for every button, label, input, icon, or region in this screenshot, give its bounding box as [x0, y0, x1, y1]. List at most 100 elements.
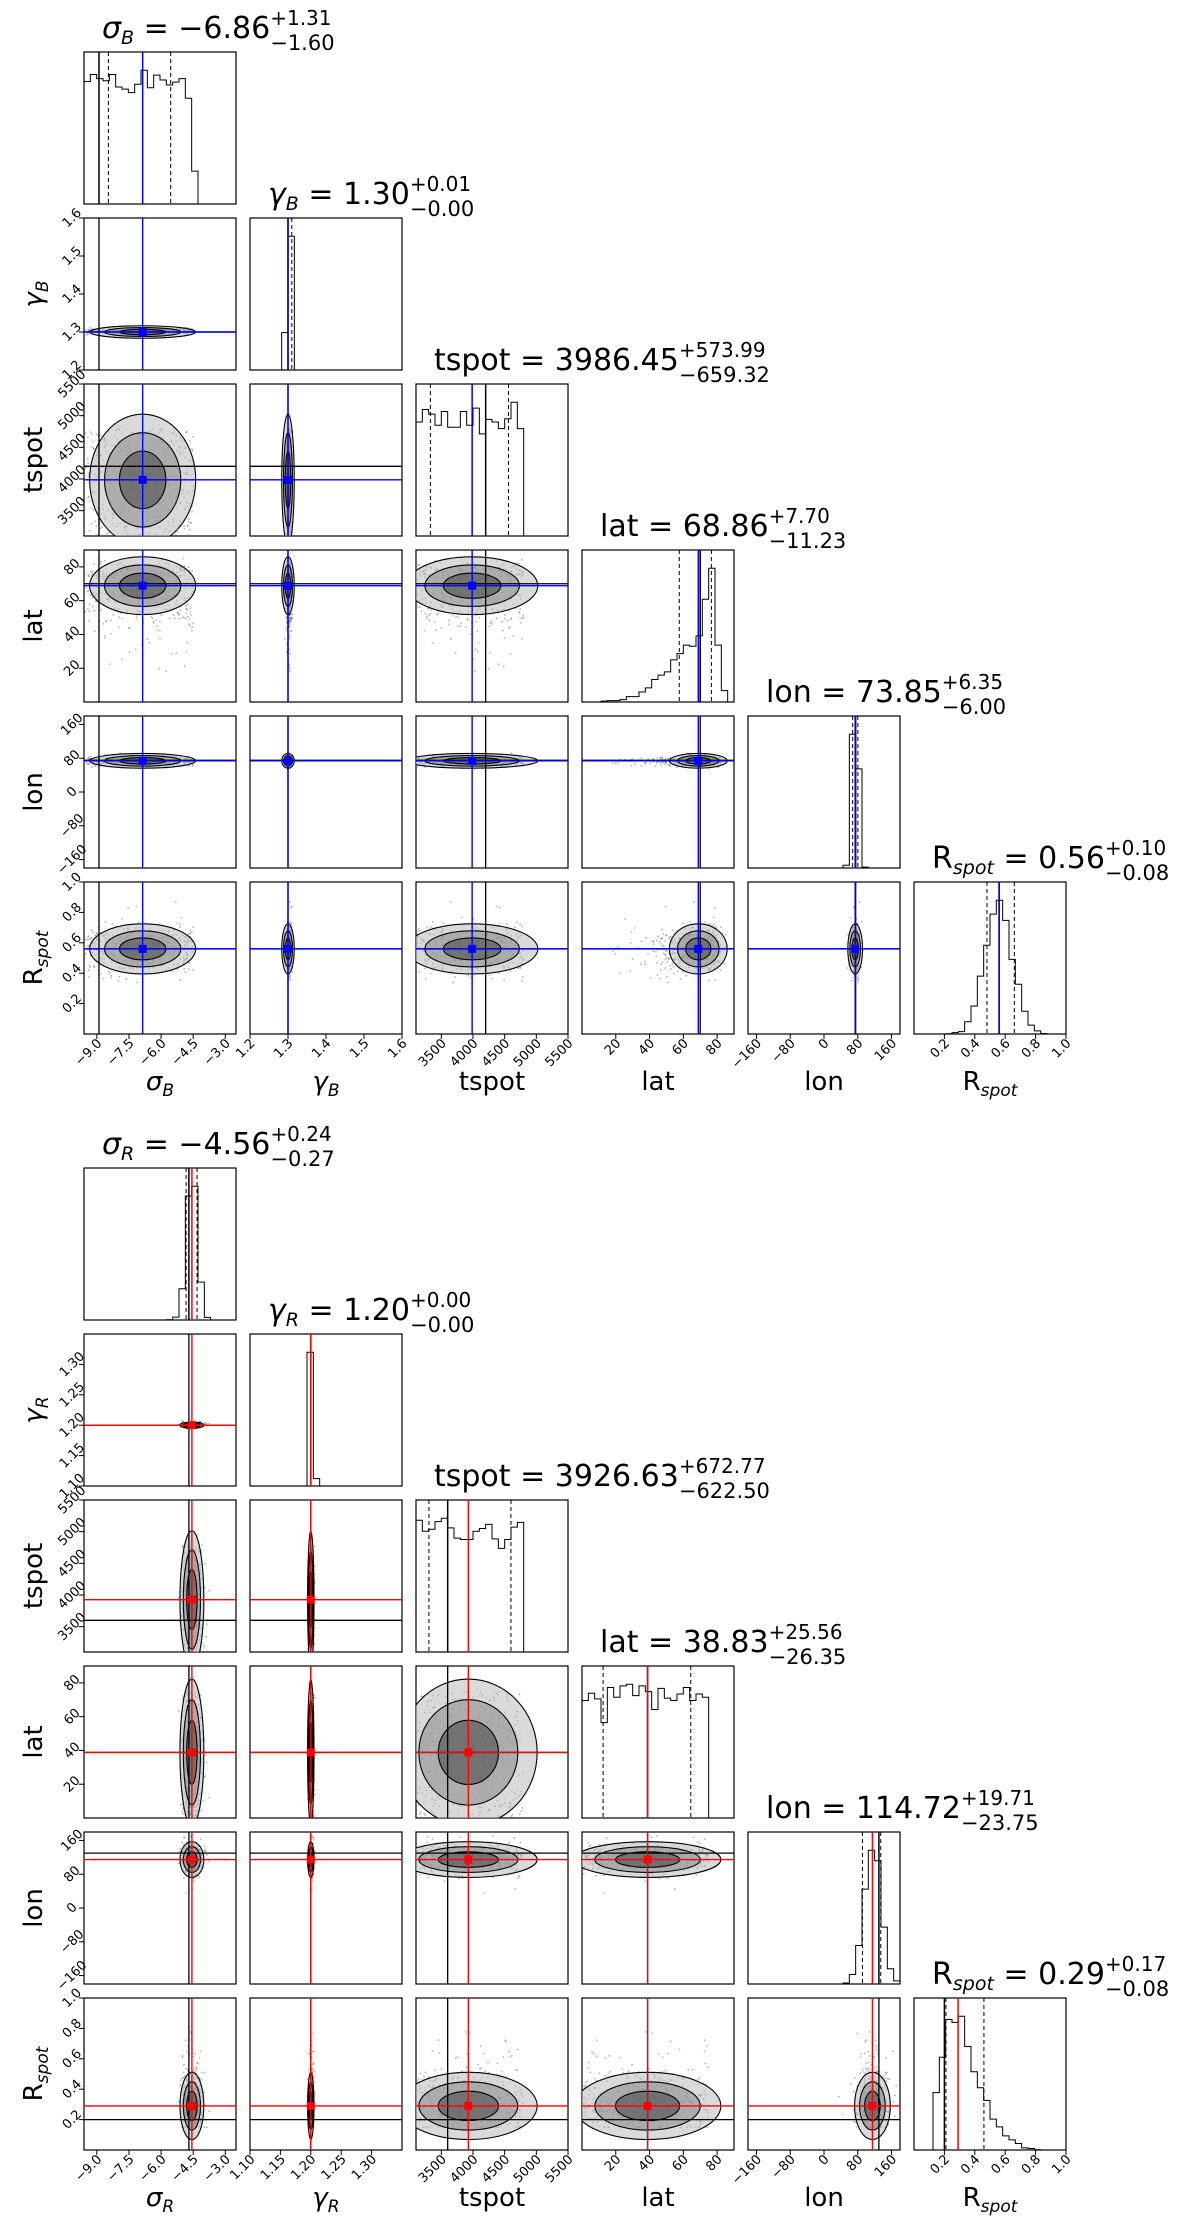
sample-point: [187, 616, 189, 618]
y-tick-label: 80: [61, 556, 83, 578]
sample-point: [187, 603, 189, 605]
sample-point: [87, 437, 89, 439]
y-axis-label: lon: [19, 772, 49, 812]
sample-point: [668, 764, 670, 766]
sample-point: [136, 615, 138, 617]
sample-point: [91, 597, 93, 599]
sample-point: [188, 518, 190, 520]
x-axis-label: σB: [146, 1067, 174, 1101]
sample-point: [110, 977, 112, 979]
sample-point: [184, 665, 186, 667]
sample-point: [417, 930, 419, 932]
sample-point: [84, 925, 86, 927]
sample-point: [180, 979, 182, 981]
sample-point: [496, 617, 498, 619]
sample-point: [87, 608, 89, 610]
sample-point: [664, 763, 666, 765]
median-marker: [284, 476, 292, 484]
sample-point: [183, 525, 185, 527]
sample-point: [640, 757, 642, 759]
sample-point: [467, 619, 469, 621]
sample-point: [174, 617, 176, 619]
sample-point: [519, 618, 521, 620]
y-tick-label: 1.4: [60, 282, 85, 307]
y-tick-label: 160: [58, 711, 86, 739]
sample-point: [507, 620, 509, 622]
sample-point: [519, 923, 521, 925]
sample-point: [192, 969, 194, 971]
sample-point: [89, 530, 91, 532]
sample-point: [95, 765, 97, 767]
panel-frame: [416, 384, 568, 536]
sample-point: [110, 619, 112, 621]
sample-point: [87, 462, 89, 464]
sample-point: [192, 622, 194, 624]
sample-point: [93, 563, 95, 565]
median-marker: [284, 945, 292, 953]
sample-point: [85, 432, 87, 434]
histogram-lon: lon = 73.85+6.35−6.00: [748, 670, 1006, 868]
sample-point: [83, 430, 85, 432]
sample-point: [290, 630, 292, 632]
sample-point: [90, 966, 92, 968]
sample-point: [438, 612, 440, 614]
sample-point: [655, 765, 657, 767]
sample-point: [177, 531, 179, 533]
scatter-panel-gamma-vs-lat: [250, 550, 402, 702]
sample-point: [153, 621, 155, 623]
sample-point: [171, 653, 173, 655]
scatter-panel-tspot-vs-lat: [406, 550, 568, 702]
panel-frame: [748, 716, 900, 868]
sample-point: [191, 931, 193, 933]
sample-point: [94, 630, 96, 632]
sample-point: [104, 534, 106, 536]
y-tick-label: 40: [61, 624, 83, 646]
sample-point: [105, 621, 107, 623]
sample-point: [108, 971, 110, 973]
sample-point: [118, 980, 120, 982]
sample-point: [186, 642, 188, 644]
sample-point: [509, 626, 511, 628]
sample-point: [125, 978, 127, 980]
sample-point: [656, 762, 658, 764]
sample-point: [180, 609, 182, 611]
sample-point: [147, 638, 149, 640]
sample-point: [185, 605, 187, 607]
y-axis-label: Rspot: [19, 929, 53, 985]
sample-point: [458, 616, 460, 618]
sample-point: [99, 528, 101, 530]
sample-point: [106, 533, 108, 535]
sample-point: [87, 763, 89, 765]
sample-point: [189, 618, 191, 620]
sample-point: [667, 757, 669, 759]
sample-point: [475, 648, 477, 650]
sample-point: [158, 668, 160, 670]
histogram-sigma: σB = −6.86+1.31−1.60: [84, 6, 335, 204]
median-marker: [468, 757, 476, 765]
sample-point: [88, 969, 90, 971]
sample-point: [428, 614, 430, 616]
sample-point: [522, 616, 524, 618]
sample-point: [644, 763, 646, 765]
sample-point: [467, 975, 469, 977]
sample-point: [176, 922, 178, 924]
sample-point: [290, 922, 292, 924]
sample-point: [436, 614, 438, 616]
sample-point: [184, 528, 186, 530]
sample-point: [104, 637, 106, 639]
sample-point: [428, 619, 430, 621]
sample-point: [88, 976, 90, 978]
sample-point: [647, 758, 649, 760]
scatter-panel-lat-vs-lon: [582, 716, 734, 868]
sample-point: [89, 610, 91, 612]
sample-point: [465, 626, 467, 628]
sample-point: [290, 979, 292, 981]
sample-point: [165, 670, 167, 672]
sample-point: [88, 496, 90, 498]
sample-point: [289, 653, 291, 655]
y-tick-label: 60: [61, 590, 83, 612]
sample-point: [188, 623, 190, 625]
sample-point: [189, 932, 191, 934]
sample-point: [90, 938, 92, 940]
y-tick-label: 0.2: [60, 991, 85, 1016]
